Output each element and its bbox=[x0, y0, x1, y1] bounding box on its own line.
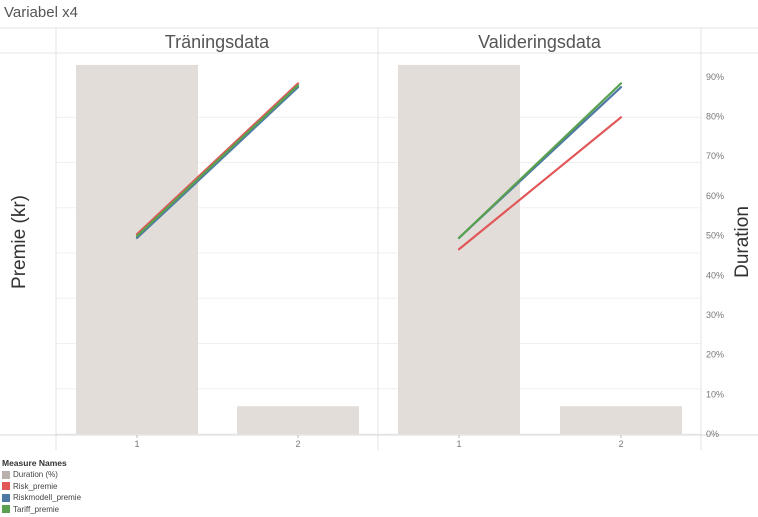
y-right-tick-label: 50% bbox=[706, 231, 724, 241]
series-line-tariff-premie bbox=[135, 84, 300, 238]
y-right-tick-label: 80% bbox=[706, 112, 724, 122]
legend-label: Duration (%) bbox=[13, 470, 58, 480]
duration-bar bbox=[560, 406, 682, 434]
series-line-risk-premie bbox=[457, 116, 623, 251]
legend-swatch bbox=[2, 482, 10, 491]
y-right-tick-label: 30% bbox=[706, 310, 724, 320]
legend-item: Risk_premie bbox=[2, 481, 81, 493]
series-line-riskmodell-premie bbox=[135, 86, 300, 240]
legend-item: Riskmodell_premie bbox=[2, 492, 81, 504]
y-right-tick-label: 90% bbox=[706, 72, 724, 82]
y-left-axis-title: Premie (kr) bbox=[9, 195, 30, 289]
x-tick-label: 2 bbox=[295, 439, 300, 449]
legend: Measure Names Duration (%) Risk_premie Ris… bbox=[2, 458, 81, 515]
legend-label: Risk_premie bbox=[13, 481, 58, 491]
y-right-tick-label: 70% bbox=[706, 151, 724, 161]
x-tick-label: 1 bbox=[134, 439, 139, 449]
y-right-tick-label: 0% bbox=[706, 429, 719, 439]
y-right-tick-label: 40% bbox=[706, 270, 724, 280]
y-right-axis-title: Duration bbox=[732, 206, 753, 278]
legend-label: Tariff_premie bbox=[13, 504, 60, 514]
duration-bar bbox=[76, 64, 198, 435]
x-tick-label: 2 bbox=[618, 439, 623, 449]
chart-title: Variabel x4 bbox=[4, 4, 78, 21]
legend-swatch bbox=[2, 505, 10, 514]
legend-title: Measure Names bbox=[2, 458, 67, 468]
series-line-risk-premie bbox=[135, 82, 300, 236]
x-tick-label: 1 bbox=[456, 439, 461, 449]
y-right-tick-label: 20% bbox=[706, 350, 724, 360]
legend-swatch bbox=[2, 493, 10, 502]
y-right-tick-label: 10% bbox=[706, 389, 724, 399]
legend-item: Duration (%) bbox=[2, 469, 81, 481]
y-right-tick-label: 60% bbox=[706, 191, 724, 201]
series-line-tariff-premie bbox=[457, 82, 623, 240]
panel-title: Valideringsdata bbox=[478, 32, 602, 52]
duration-bar bbox=[237, 406, 359, 434]
legend-item: Tariff_premie bbox=[2, 504, 81, 516]
panel-title: Träningsdata bbox=[165, 32, 270, 52]
legend-swatch bbox=[2, 470, 10, 479]
legend-label: Riskmodell_premie bbox=[13, 493, 82, 503]
